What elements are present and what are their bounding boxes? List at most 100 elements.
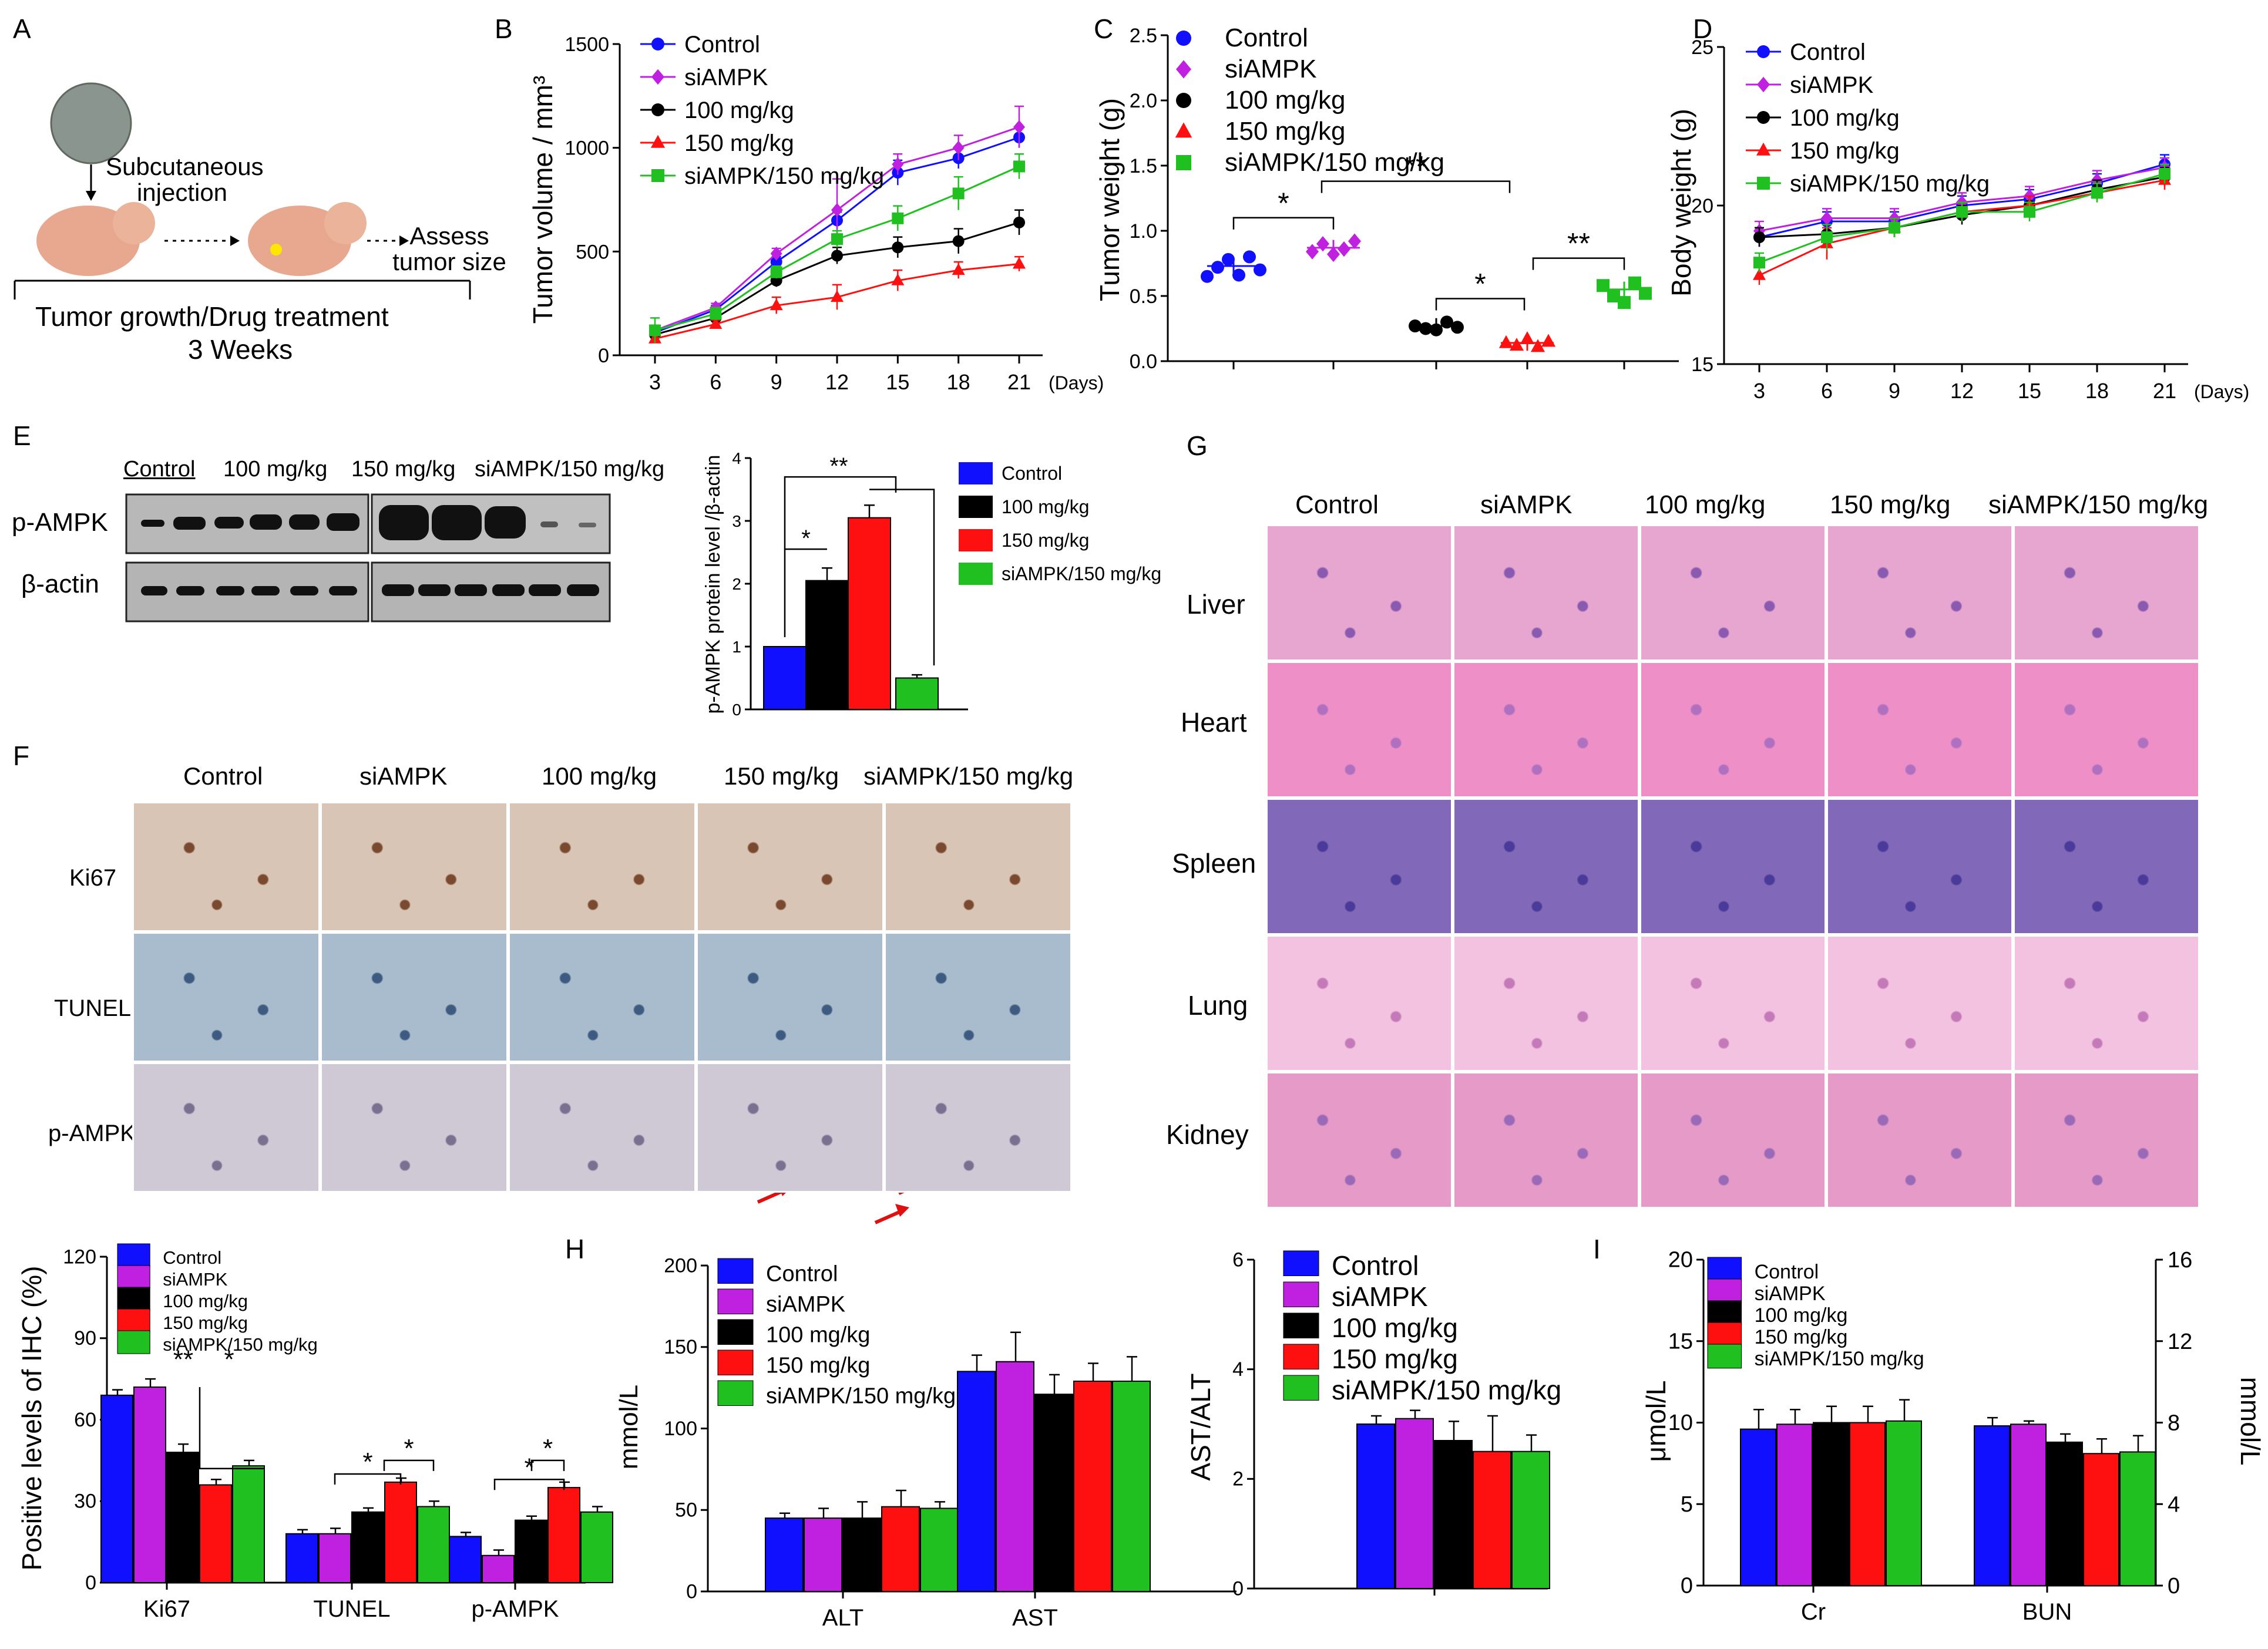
significance-label: * xyxy=(524,1453,534,1482)
y-axis-label: μmol/L xyxy=(1641,1381,1671,1462)
data-point xyxy=(892,157,904,171)
blot-row-label-pampk: p-AMPK xyxy=(12,508,108,537)
significance-label: * xyxy=(543,1434,553,1463)
legend-label: 150 mg/kg xyxy=(1225,117,1345,146)
legend-label: siAMPK xyxy=(1225,55,1316,83)
significance-bracket xyxy=(493,1479,565,1490)
data-point xyxy=(1327,246,1340,263)
tissue-image xyxy=(2013,798,2200,935)
data-point xyxy=(1639,287,1652,300)
y-axis-label: Body weight (g) xyxy=(1666,109,1696,297)
tissue-image xyxy=(884,802,1072,932)
dotted-arrow-2-head xyxy=(399,235,409,246)
tissue-image xyxy=(1826,1072,2013,1209)
data-point xyxy=(770,298,783,311)
data-point xyxy=(1176,93,1191,108)
y-axis-label: Positive levels of IHC (%) xyxy=(16,1266,47,1571)
he-col-label: siAMPK xyxy=(1480,490,1573,519)
tissue-image xyxy=(2013,524,2200,661)
x-tick-label: 21 xyxy=(2153,379,2176,403)
bar xyxy=(2119,1451,2156,1586)
injection-arrow-head xyxy=(86,191,96,201)
bar xyxy=(765,1517,804,1592)
band xyxy=(141,586,167,595)
legend-label: 100 mg/kg xyxy=(1755,1304,1848,1327)
data-point xyxy=(952,235,965,247)
y-tick-label: 150 xyxy=(664,1336,697,1358)
data-point xyxy=(770,246,782,261)
y-tick-label: 0.0 xyxy=(1130,351,1157,373)
panel-letter-a: A xyxy=(13,14,31,44)
bar xyxy=(1813,1422,1849,1586)
significance-label: * xyxy=(801,526,811,551)
category-label: Ki67 xyxy=(143,1596,190,1622)
significance-bracket xyxy=(199,1387,264,1469)
data-point xyxy=(2159,168,2170,180)
data-point xyxy=(1756,142,1771,156)
legend-label: Control xyxy=(1790,39,1866,65)
legend-label: siAMPK/150 mg/kg xyxy=(684,163,884,189)
data-point xyxy=(2091,187,2103,199)
tissue-image xyxy=(1639,1072,1826,1209)
data-point xyxy=(1316,236,1329,252)
y-tick-label: 1 xyxy=(732,638,741,656)
tissue-image xyxy=(508,1062,696,1193)
bar xyxy=(804,1517,842,1592)
bar xyxy=(848,517,891,711)
chart-H1: 0 50 100 150 200 mmol/L ALT AST Control siAMPK 100… xyxy=(614,1254,1237,1631)
ihc-row-label: p-AMPK xyxy=(48,1120,136,1146)
tissue-image xyxy=(132,932,320,1062)
legend-swatch xyxy=(959,462,993,484)
tissue-image xyxy=(2013,935,2200,1072)
bar xyxy=(1849,1422,1886,1586)
legend-swatch xyxy=(117,1243,150,1267)
significance-bracket xyxy=(530,1459,565,1471)
x-tick-label: 6 xyxy=(710,370,721,394)
y-tick-label: 4 xyxy=(1232,1358,1244,1381)
data-point xyxy=(770,256,782,268)
he-row-label: Lung xyxy=(1188,990,1248,1021)
tissue-image xyxy=(320,802,508,932)
data-point xyxy=(1440,315,1453,329)
he-col-label: Control xyxy=(1295,490,1379,519)
data-point xyxy=(1013,257,1026,269)
data-point xyxy=(1618,296,1631,309)
legend-label: siAMPK xyxy=(1332,1281,1428,1312)
category-label: TUNEL xyxy=(313,1596,390,1622)
bar xyxy=(1434,1440,1473,1589)
group-Control xyxy=(1201,250,1266,283)
panel-letter-b: B xyxy=(495,14,513,44)
y-tick-label: 0 xyxy=(1232,1577,1244,1600)
tissue-image xyxy=(1266,524,1453,661)
tumor-dot xyxy=(270,244,282,255)
legend-label: Control xyxy=(1002,463,1062,484)
data-point xyxy=(1821,211,1833,226)
bar xyxy=(920,1507,959,1593)
legend-label: 100 mg/kg xyxy=(1225,86,1345,115)
ihc-row-label: Ki67 xyxy=(69,865,117,891)
panel-letter-g: G xyxy=(1187,430,1208,461)
data-point xyxy=(892,241,904,254)
x-unit-label: (Days) xyxy=(1049,372,1104,393)
group-siAMPK xyxy=(1306,233,1361,263)
series-siAMPK/150 mg/kg xyxy=(649,153,1025,343)
legend-swatch xyxy=(959,529,993,551)
y-axis-label: AST/ALT xyxy=(1185,1373,1216,1480)
y2-tick-label: 8 xyxy=(2168,1411,2180,1436)
legend-swatch xyxy=(1707,1300,1742,1325)
y-tick-label: 1.0 xyxy=(1130,220,1157,243)
significance-label: * xyxy=(362,1448,372,1476)
tissue-image xyxy=(1453,1072,1639,1209)
legend-swatch xyxy=(717,1258,754,1284)
bar xyxy=(100,1394,133,1583)
tissue-image xyxy=(320,1062,508,1193)
he-row-label: Spleen xyxy=(1172,848,1256,879)
y-tick-label: 0 xyxy=(1681,1574,1693,1598)
legend-label: siAMPK/150 mg/kg xyxy=(1002,563,1161,584)
bar xyxy=(1511,1451,1550,1590)
y-tick-label: 3 xyxy=(732,512,741,530)
significance-bracket xyxy=(784,476,897,550)
legend-label: 150 mg/kg xyxy=(1790,138,1900,164)
bar xyxy=(842,1517,881,1592)
